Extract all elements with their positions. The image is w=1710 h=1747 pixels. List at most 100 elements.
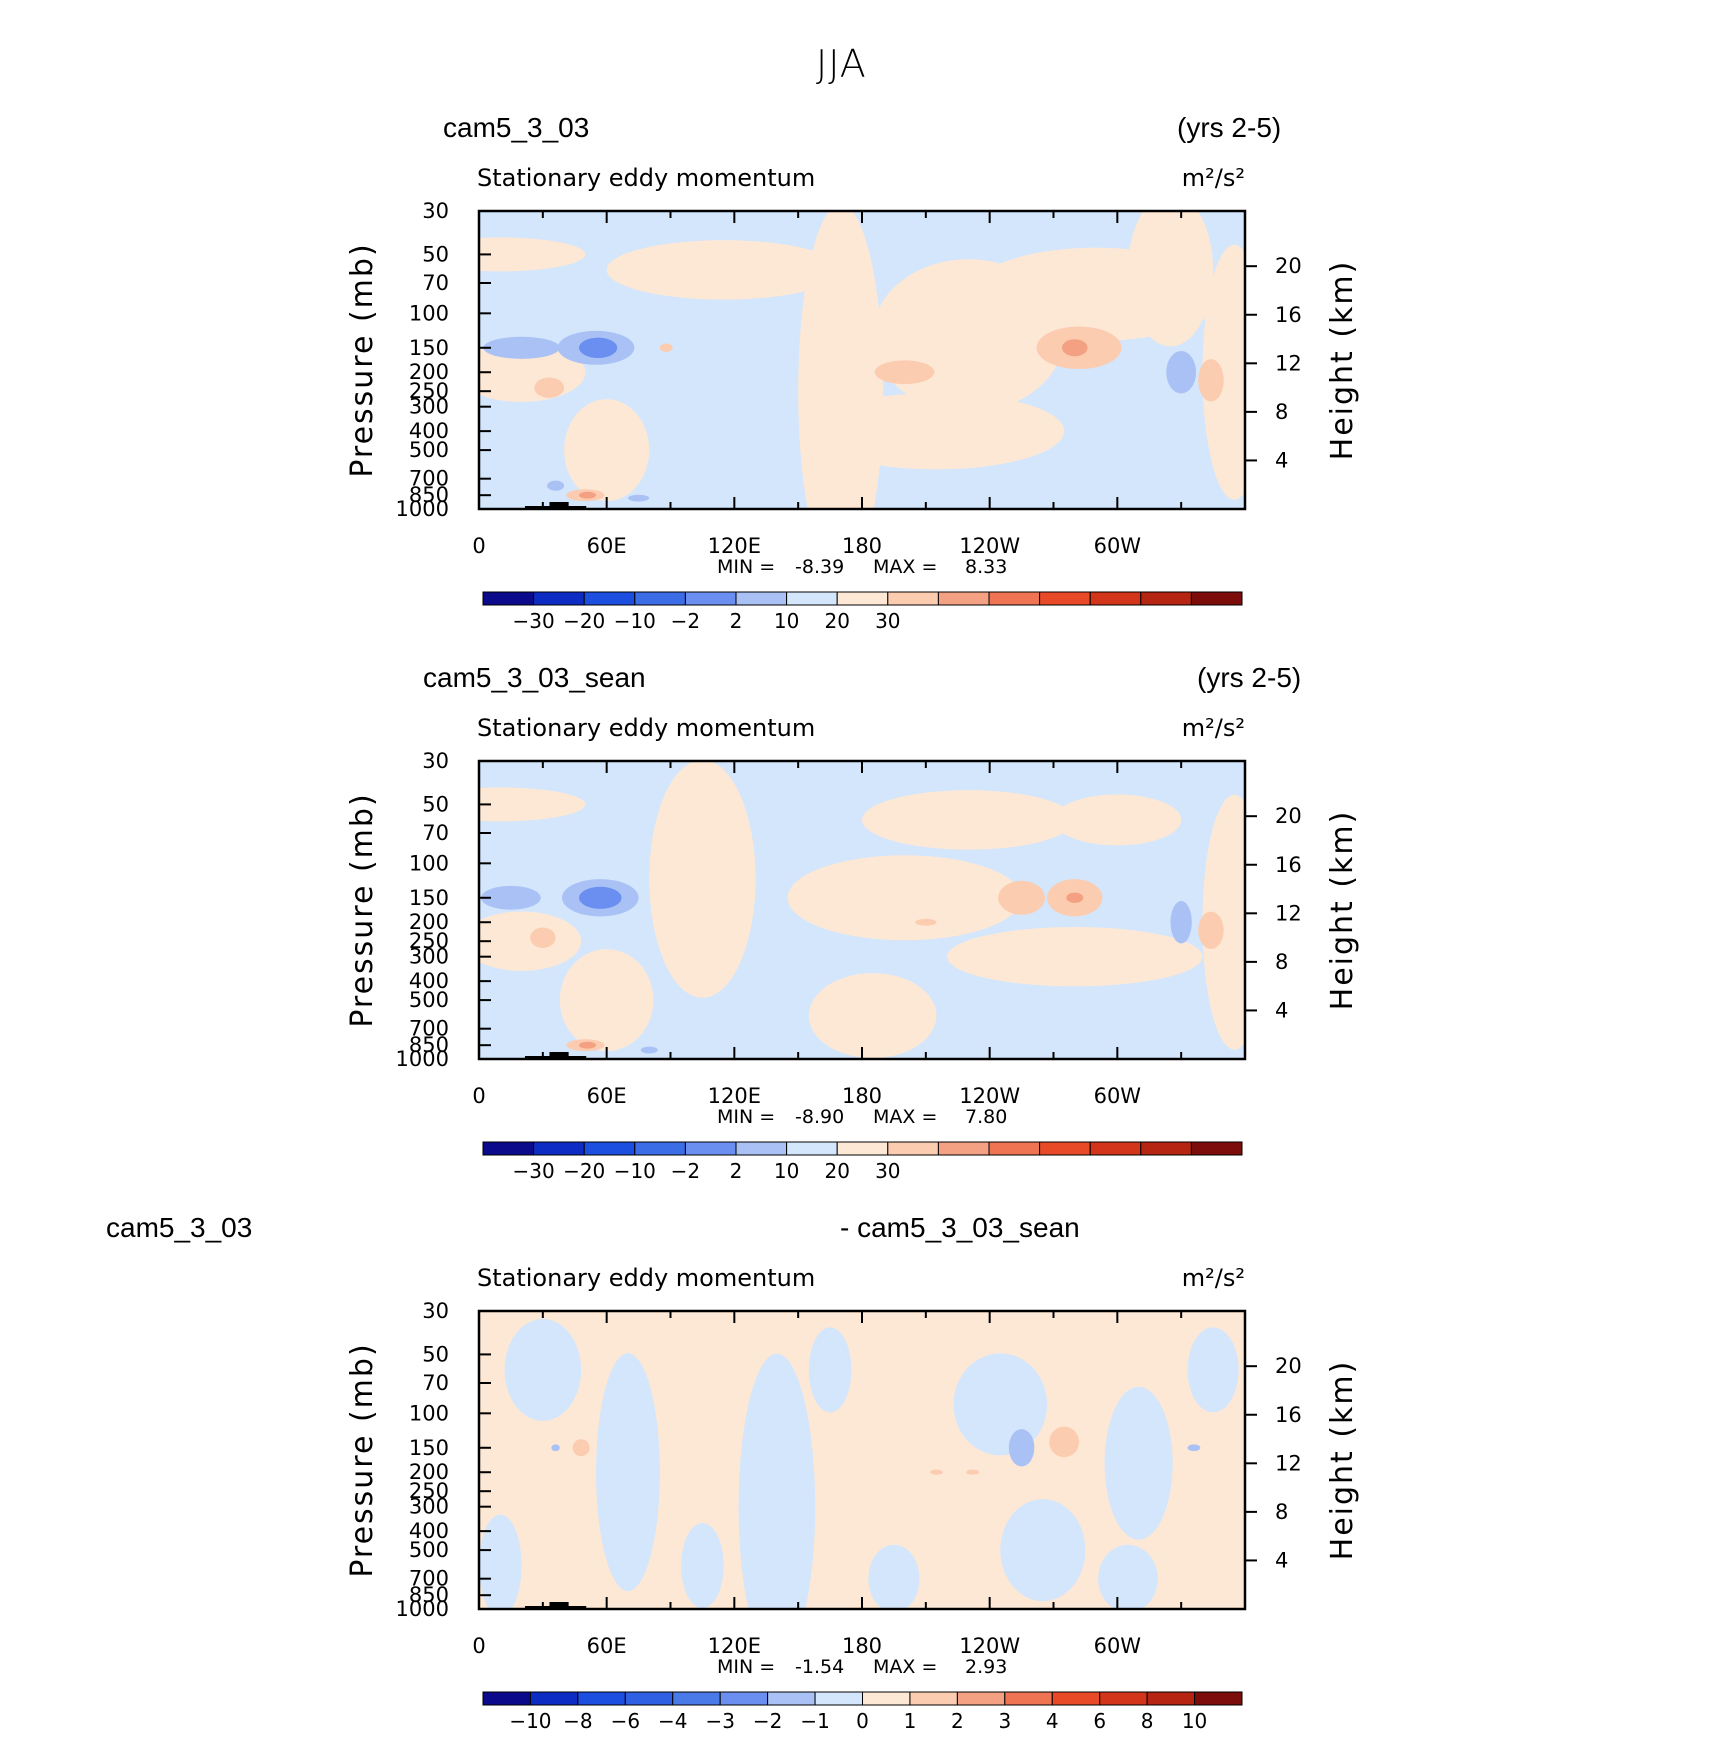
- contour-region-17: [966, 1469, 980, 1475]
- y-tick-label: 250: [409, 1479, 449, 1503]
- colorbar-label: 3: [998, 1709, 1011, 1733]
- y-tick-label: 200: [409, 910, 449, 934]
- contour-region-21: [915, 918, 937, 926]
- y-tick-label: 300: [409, 395, 449, 419]
- y-tick-label: 200: [409, 1460, 449, 1484]
- contour-region-20: [1198, 359, 1224, 402]
- colorbar-label: 4: [1046, 1709, 1059, 1733]
- topography-mask-peak: [549, 502, 569, 509]
- y-tick-label: 300: [409, 1495, 449, 1519]
- y-tick-label: 30: [422, 1299, 449, 1323]
- topography-mask-peak: [549, 1052, 569, 1059]
- y-tick-label: 500: [409, 1538, 449, 1562]
- x-tick-label: 0: [472, 534, 485, 558]
- contour-field: [479, 761, 1245, 1059]
- colorbar-box: [1190, 591, 1243, 606]
- contour-region-13: [551, 1444, 560, 1452]
- y-tick-label: 30: [422, 749, 449, 773]
- contour-region-10: [681, 1523, 724, 1609]
- colorbar-label: −10: [509, 1709, 551, 1733]
- colorbar-label: −10: [614, 1159, 656, 1183]
- units-label: m²/s²: [1182, 1264, 1245, 1292]
- colorbar-box: [786, 591, 838, 606]
- contour-region-21: [659, 343, 673, 353]
- y-tick-label: 850: [409, 1583, 449, 1607]
- x-tick-label: 60W: [1094, 1084, 1142, 1108]
- colorbar-box: [988, 591, 1041, 606]
- contour-panel-3: Stationary eddy momentum m²/s²0 60E 120E 180…: [345, 1264, 1360, 1733]
- y2-tick-label: 12: [1275, 351, 1302, 375]
- y2-tick-label: 16: [1275, 853, 1302, 877]
- colorbar-box: [533, 1141, 585, 1156]
- y2-tick-label: 16: [1275, 1403, 1302, 1427]
- colorbar-box: [1190, 1141, 1243, 1156]
- colorbar-box: [583, 1141, 636, 1156]
- contour-region-18: [1066, 892, 1084, 903]
- min-label: MIN =: [717, 556, 775, 578]
- colorbar-box: [937, 591, 990, 606]
- colorbar-label: 30: [875, 1159, 900, 1183]
- contour-region-6: [1104, 1386, 1173, 1540]
- x-tick-label: 60E: [587, 534, 627, 558]
- contour-region-9: [1053, 794, 1182, 846]
- contour-region-0: [649, 761, 756, 998]
- colorbar-box: [786, 1141, 838, 1156]
- x-tick-label: 0: [472, 1634, 485, 1658]
- contour-region-7: [1127, 211, 1214, 347]
- y2-axis-label: Height (km): [1325, 810, 1360, 1011]
- colorbar-label: 10: [774, 609, 799, 633]
- y-tick-label: 150: [409, 336, 449, 360]
- contour-region-15: [1049, 1426, 1080, 1458]
- contour-region-15: [579, 491, 597, 499]
- colorbar-box: [909, 1691, 958, 1706]
- colorbar-label: 6: [1093, 1709, 1106, 1733]
- colorbar-box: [719, 1691, 769, 1706]
- y2-tick-label: 8: [1275, 950, 1288, 974]
- x-tick-label: 120E: [708, 1634, 761, 1658]
- panel-1-left-label: cam5_3_03: [443, 112, 590, 143]
- y-tick-label: 500: [409, 988, 449, 1012]
- colorbar-label: 20: [824, 1159, 849, 1183]
- colorbar-box: [1089, 1141, 1142, 1156]
- y-tick-label: 850: [409, 1033, 449, 1057]
- colorbar-box: [887, 1141, 939, 1156]
- colorbar-label: −20: [563, 1159, 605, 1183]
- max-value: 8.33: [965, 556, 1007, 578]
- x-tick-label: 120E: [708, 534, 761, 558]
- y-axis-label: Pressure (mb): [345, 792, 380, 1027]
- contour-region-16: [998, 880, 1045, 915]
- variable-label: Stationary eddy momentum: [477, 714, 815, 742]
- colorbar-box: [634, 1141, 686, 1156]
- colorbar-box: [862, 1691, 911, 1706]
- colorbar-box: [1051, 1691, 1101, 1706]
- y2-tick-label: 12: [1275, 901, 1302, 925]
- y-tick-label: 100: [409, 1401, 449, 1425]
- colorbar-label: 1: [904, 1709, 917, 1733]
- colorbar-label: 10: [774, 1159, 799, 1183]
- y-tick-label: 400: [409, 969, 449, 993]
- colorbar-box: [887, 591, 939, 606]
- colorbar-box: [767, 1691, 816, 1706]
- colorbar-box: [529, 1691, 579, 1706]
- y-tick-label: 150: [409, 886, 449, 910]
- y2-tick-label: 16: [1275, 303, 1302, 327]
- y-tick-label: 250: [409, 929, 449, 953]
- colorbar-label: −6: [611, 1709, 640, 1733]
- y-tick-label: 1000: [396, 1047, 449, 1071]
- colorbar-box: [533, 591, 585, 606]
- contour-region-13: [530, 927, 556, 948]
- colorbar-box: [1004, 1691, 1053, 1706]
- x-tick-label: 120W: [959, 1634, 1020, 1658]
- colorbar-label: −4: [658, 1709, 687, 1733]
- contour-region-2: [738, 1353, 816, 1609]
- units-label: m²/s²: [1182, 714, 1245, 742]
- x-tick-label: 180: [842, 534, 882, 558]
- colorbar-box: [672, 1691, 721, 1706]
- x-tick-label: 180: [842, 1634, 882, 1658]
- contour-region-0: [504, 1318, 582, 1421]
- x-tick-label: 120W: [959, 1084, 1020, 1108]
- panel-2-left-label: cam5_3_03_sean: [423, 662, 646, 693]
- y-tick-label: 50: [422, 1342, 449, 1366]
- x-tick-label: 120E: [708, 1084, 761, 1108]
- y-axis-label: Pressure (mb): [345, 242, 380, 477]
